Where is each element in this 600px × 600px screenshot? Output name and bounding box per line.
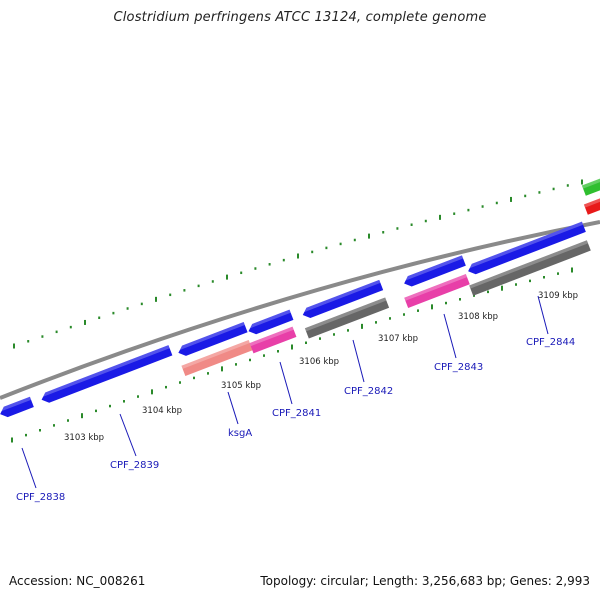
cds-cpf-2841 bbox=[246, 309, 294, 335]
label-leader-line bbox=[443, 313, 457, 359]
label-leader-line bbox=[537, 295, 549, 335]
cds-cpf-2843 bbox=[402, 255, 466, 287]
cds-cpf-2842 bbox=[300, 279, 384, 319]
gene-label[interactable]: CPF_2843 bbox=[434, 362, 483, 373]
track-segment-green bbox=[581, 176, 600, 196]
kbp-label: 3107 kbp bbox=[378, 334, 418, 344]
gene-label[interactable]: ksgA bbox=[228, 428, 252, 439]
lower-tick-row bbox=[11, 267, 573, 443]
kbp-label: 3106 kbp bbox=[299, 357, 339, 367]
upper-tick-row bbox=[13, 179, 583, 349]
label-leader-line bbox=[352, 339, 365, 383]
track-segment-red bbox=[583, 195, 600, 215]
kbp-label: 3103 kbp bbox=[64, 433, 104, 443]
track-segment bbox=[181, 339, 253, 377]
track-segment bbox=[304, 297, 390, 339]
genome-summary-text: Topology: circular; Length: 3,256,683 bp… bbox=[260, 574, 590, 588]
gene-label[interactable]: CPF_2842 bbox=[344, 386, 393, 397]
genome-backbone bbox=[0, 220, 600, 400]
label-leader-line bbox=[279, 361, 293, 405]
map-title: Clostridium perfringens ATCC 13124, comp… bbox=[113, 10, 487, 25]
label-leader-line bbox=[227, 391, 239, 425]
gene-label[interactable]: CPF_2841 bbox=[272, 408, 321, 419]
gene-label[interactable]: CPF_2839 bbox=[110, 460, 159, 471]
kbp-label: 3105 kbp bbox=[221, 381, 261, 391]
cds-cpf-2839 bbox=[39, 345, 173, 403]
kbp-label: 3109 kbp bbox=[538, 291, 578, 301]
kbp-label: 3104 kbp bbox=[142, 406, 182, 416]
label-leader-line bbox=[119, 413, 137, 457]
track-segment bbox=[469, 240, 591, 296]
gene-label[interactable]: CPF_2844 bbox=[526, 337, 575, 348]
label-leader-line bbox=[21, 447, 37, 489]
accession-text: Accession: NC_008261 bbox=[9, 574, 146, 588]
track-segment bbox=[404, 274, 470, 308]
track-segment bbox=[249, 326, 297, 354]
cds-ksga bbox=[176, 321, 248, 356]
kbp-label: 3108 kbp bbox=[458, 312, 498, 322]
cds-cpf-2838 bbox=[0, 396, 34, 418]
gene-label[interactable]: CPF_2838 bbox=[16, 492, 65, 503]
cds-cpf-2844 bbox=[466, 221, 586, 275]
